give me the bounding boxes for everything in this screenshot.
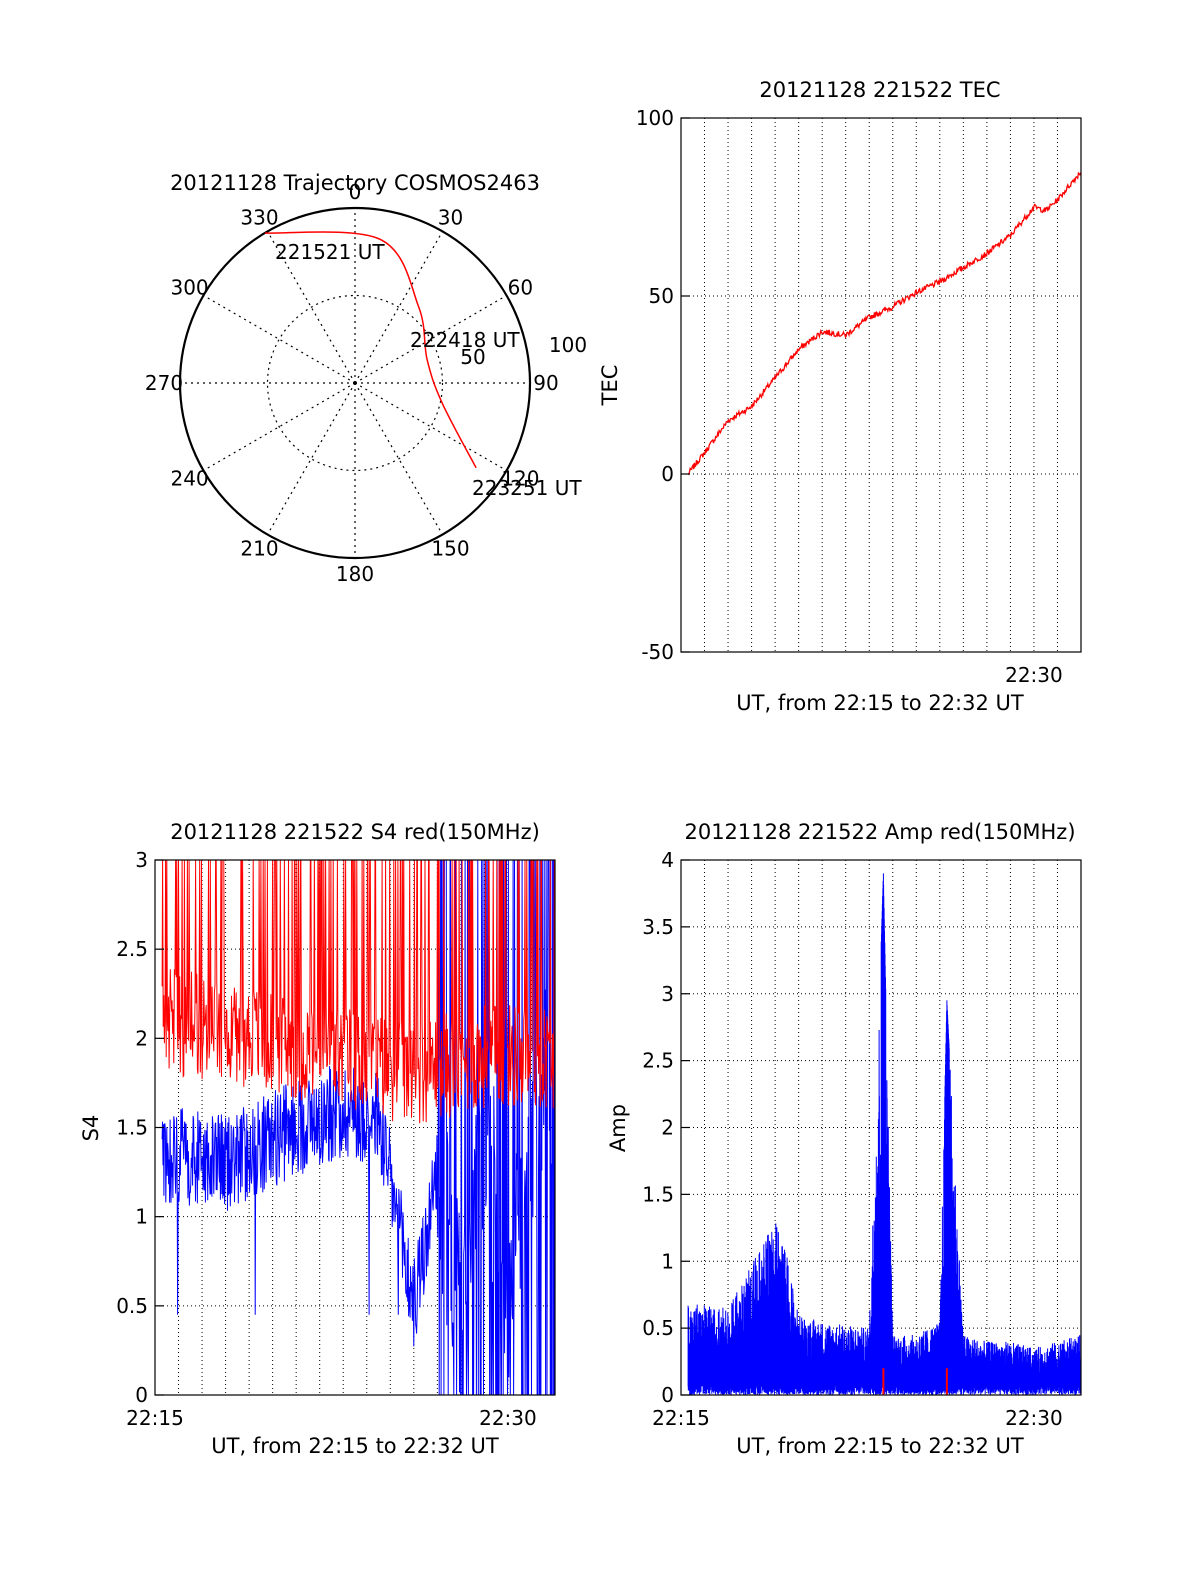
y-tick-label: -50 [641, 640, 674, 664]
x-tick-label: 22:15 [652, 1406, 710, 1430]
tec-x-ticks: 22:30 [1005, 663, 1063, 687]
tec-x-axis-label: UT, from 22:15 to 22:32 UT [736, 691, 1024, 715]
trajectory-start-label: 221521 UT [275, 240, 385, 264]
polar-radial-tick-50: 50 [460, 345, 485, 369]
s4-y-axis-label: S4 [79, 1115, 103, 1142]
polar-radial-tick-100: 100 [549, 333, 587, 357]
tec-grid [681, 118, 1081, 652]
amp-series-red [882, 1368, 948, 1395]
y-tick-label: 2.5 [116, 937, 148, 961]
polar-inner-ring [266, 294, 444, 472]
polar-angle-label-270: 270 [145, 371, 183, 395]
polar-spoke-330 [266, 231, 356, 384]
trajectory-mid-label: 222418 UT [410, 328, 520, 352]
y-tick-label: 50 [649, 284, 674, 308]
x-tick-label: 22:15 [126, 1406, 184, 1430]
tec-title: 20121128 221522 TEC [759, 78, 1000, 102]
polar-spoke-30 [354, 231, 444, 384]
y-tick-label: 0 [135, 1383, 148, 1407]
y-tick-label: 1.5 [116, 1116, 148, 1140]
amp-x-ticks: 22:15 22:30 [652, 1406, 1063, 1430]
polar-angle-label-180: 180 [336, 562, 374, 586]
y-tick-label: 100 [636, 106, 674, 130]
x-tick-label: 22:30 [1005, 663, 1063, 687]
amp-series-blue [687, 873, 1082, 1396]
y-tick-label: 0 [661, 1383, 674, 1407]
tec-y-axis-label: TEC [598, 365, 622, 407]
polar-spoke-210 [266, 382, 356, 535]
polar-angle-label-60: 60 [508, 276, 533, 300]
amp-x-axis-label: UT, from 22:15 to 22:32 UT [736, 1434, 1024, 1458]
polar-spoke-120 [354, 382, 507, 472]
polar-angle-label-150: 150 [431, 536, 469, 560]
amp-y-ticks: 0 0.5 1 1.5 2 2.5 3 3.5 4 [642, 848, 690, 1407]
polar-spoke-60 [354, 294, 507, 384]
y-tick-label: 3 [661, 982, 674, 1006]
polar-spoke-240 [203, 382, 356, 472]
s4-x-axis-label: UT, from 22:15 to 22:32 UT [211, 1434, 499, 1458]
tec-y-ticks: -50 0 50 100 [636, 106, 690, 664]
y-tick-label: 4 [661, 848, 674, 872]
polar-angle-label-120: 120 [501, 467, 539, 491]
y-tick-label: 1 [661, 1249, 674, 1273]
x-tick-label: 22:30 [479, 1406, 537, 1430]
amp-panel: 20121128 221522 Amp red(150MHz) 0 0.5 1 1.5… [606, 820, 1082, 1458]
polar-spoke-150 [354, 382, 444, 535]
polar-angle-labels: 0 30 60 90 120 150 180 210 240 270 300 330 [145, 180, 559, 586]
s4-title: 20121128 221522 S4 red(150MHz) [170, 820, 540, 844]
s4-panel: 20121128 221522 S4 red(150MHz) 0 0.5 1 1.5 2… [79, 820, 556, 1458]
polar-angle-label-30: 30 [438, 206, 463, 230]
y-tick-label: 2.5 [642, 1049, 674, 1073]
polar-angle-label-210: 210 [240, 536, 278, 560]
polar-angle-label-0: 0 [349, 180, 362, 204]
polar-spokes [180, 208, 530, 558]
polar-title: 20121128 Trajectory COSMOS2463 [170, 171, 540, 195]
y-tick-label: 3 [135, 848, 148, 872]
y-tick-label: 0.5 [642, 1316, 674, 1340]
polar-angle-label-330: 330 [240, 206, 278, 230]
s4-series-red [161, 859, 555, 1124]
polar-spoke-300 [203, 294, 356, 384]
y-tick-label: 3.5 [642, 915, 674, 939]
y-tick-label: 1.5 [642, 1182, 674, 1206]
tec-series-line [687, 171, 1082, 476]
y-tick-label: 0.5 [116, 1294, 148, 1318]
y-tick-label: 1 [135, 1205, 148, 1229]
polar-angle-label-240: 240 [170, 467, 208, 491]
y-tick-label: 2 [661, 1116, 674, 1140]
amp-y-axis-label: Amp [606, 1104, 630, 1152]
trajectory-end-label: 223251 UT [472, 476, 582, 500]
s4-x-ticks: 22:15 22:30 [126, 1406, 537, 1430]
amp-title: 20121128 221522 Amp red(150MHz) [684, 820, 1075, 844]
polar-angle-label-90: 90 [533, 371, 558, 395]
tec-frame [680, 117, 1082, 653]
trajectory-curve [264, 231, 477, 469]
polar-trajectory-panel: 20121128 Trajectory COSMOS2463 0 30 60 90 12… [145, 171, 587, 586]
y-tick-label: 0 [661, 462, 674, 486]
s4-series-blue [161, 859, 555, 1396]
x-tick-label: 22:30 [1005, 1406, 1063, 1430]
polar-angle-label-300: 300 [170, 276, 208, 300]
s4-y-ticks: 0 0.5 1 1.5 2 2.5 3 [116, 848, 164, 1407]
y-tick-label: 2 [135, 1026, 148, 1050]
